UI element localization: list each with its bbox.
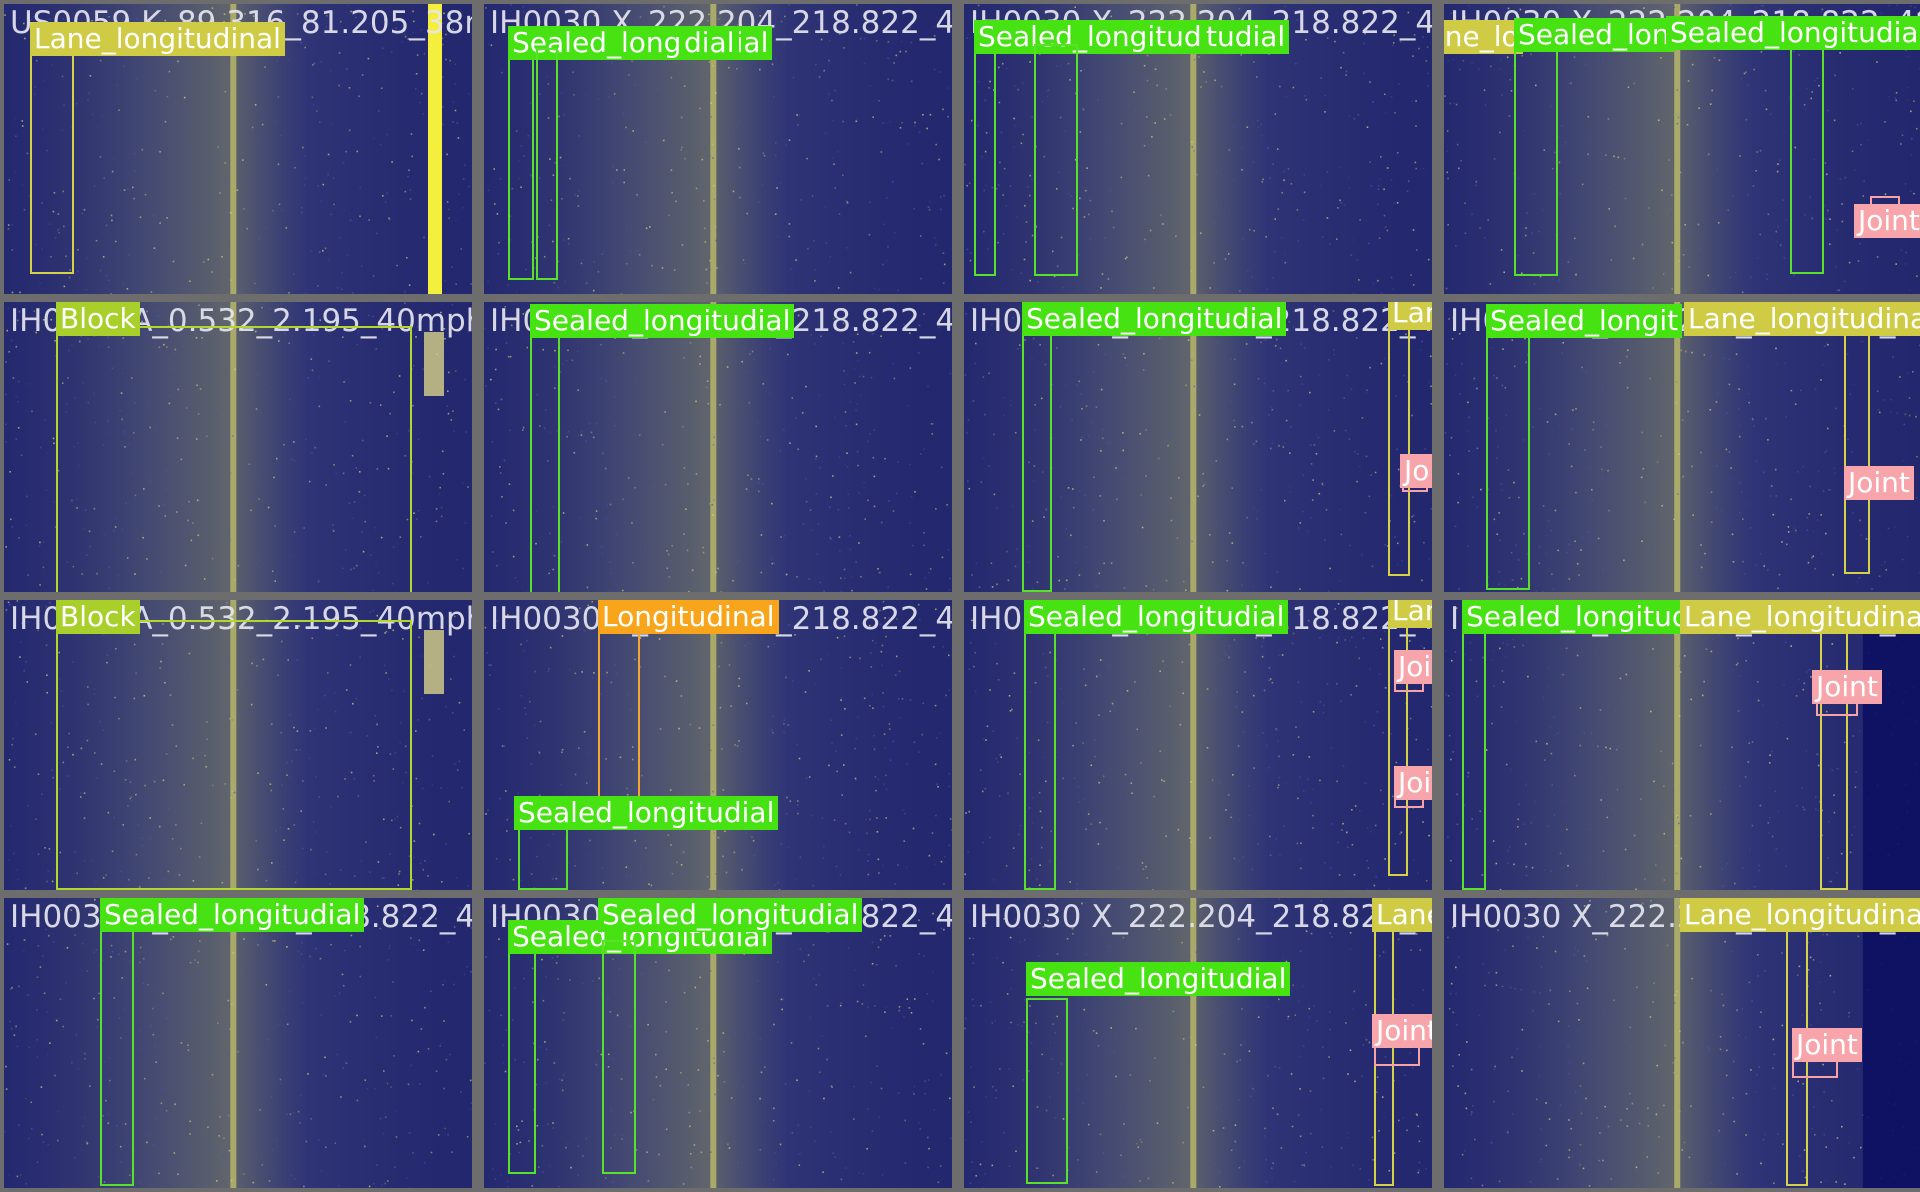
detection-box (30, 44, 74, 274)
detection-box (100, 918, 134, 1186)
detection-label: Block (56, 600, 140, 634)
detection-box (1844, 312, 1870, 574)
detection-box (56, 326, 412, 592)
detection-box (508, 940, 536, 1174)
pavement-scan (964, 898, 1432, 1188)
detection-box (536, 48, 558, 280)
detection-label: Sealed_longitudial (530, 304, 795, 338)
detection-label: Block (56, 302, 140, 336)
detection-box (1514, 44, 1558, 276)
mosaic-tile: IH0030 X_222.204_218.822_48mphSealed_lon… (1444, 302, 1920, 592)
mosaic-tile: IH0030 X_222.204_218.822_48mphSealed_lon… (4, 898, 472, 1188)
detection-label: Lane_lo (1388, 302, 1432, 330)
pavement-scan (4, 898, 472, 1188)
mosaic-tile: IH0030 X_222.204_218.822_48mphSealed_lon… (964, 898, 1432, 1188)
detection-label: Joint (1400, 454, 1432, 488)
detection-label: Sealed_longitudial (598, 898, 863, 932)
mosaic-tile: IH0030 X_222.204_218.822_48mphSealed_lon… (1444, 600, 1920, 890)
detection-box (1462, 620, 1486, 890)
detection-label: Joint (1812, 670, 1882, 704)
pavement-scan (964, 600, 1432, 890)
mosaic-tile: IH0030 X_222.204_218.822_48mphSealed_lon… (484, 898, 952, 1188)
detection-label: Lane_longitudinal (1680, 600, 1920, 634)
detection-label: Sealed_longitudial (974, 20, 1239, 54)
detection-box (1388, 600, 1408, 876)
detection-box (602, 940, 636, 1174)
detection-box (1388, 302, 1410, 576)
mosaic-tile: US0059 K_89.316_81.205_38mph_PR0132_0279… (4, 4, 472, 294)
detection-label: Joint (1394, 650, 1432, 684)
detection-box (530, 326, 560, 592)
detection-box (56, 620, 412, 890)
detection-label: Lane (1388, 600, 1432, 628)
detection-box (508, 48, 534, 280)
detection-box (1034, 44, 1078, 276)
detection-label: Lane_longitudinal (1680, 898, 1920, 932)
detection-label: Lane_longitudinal (30, 22, 285, 56)
mosaic-tile: IH0030 X_222.204_218.822_48mphLane_longi… (1444, 898, 1920, 1188)
detection-label: Sealed_longitudial (1026, 962, 1291, 996)
detection-box (1820, 620, 1848, 890)
detection-box (1486, 312, 1530, 590)
detection-label: Sealed_longitudial (1666, 16, 1920, 50)
detection-label: Sealed_longit (1486, 304, 1683, 338)
mosaic-tile: IH0030 X_222.204_218.822_48mphLane_loSea… (1444, 4, 1920, 294)
detection-label: Joint (1792, 1028, 1862, 1062)
detection-box (1026, 998, 1068, 1184)
pavement-scan (4, 600, 472, 890)
mosaic-tile: IH0030 X_222.204_218.822_48mphLongitudin… (484, 600, 952, 890)
pavement-scan (4, 302, 472, 592)
detection-box (1790, 44, 1824, 274)
detection-label: Longitudinal (598, 600, 779, 634)
detection-label: Joint (1372, 1014, 1432, 1048)
detection-label: Joint (1394, 766, 1432, 800)
pavement-scan (1444, 302, 1920, 592)
detection-label: Sealed_longitudial (1024, 600, 1289, 634)
mosaic-tile: IH0030 X_222.204_218.822_48mphSealed_lon… (484, 4, 952, 294)
detection-label: Sealed_longitudial (514, 796, 779, 830)
detection-label: tudial (1202, 20, 1290, 54)
detection-box (974, 44, 996, 276)
detection-box (1024, 620, 1056, 890)
detection-label: Sealed_longitudial (1022, 302, 1287, 336)
detection-label: Lane_lo (1444, 20, 1523, 54)
detection-label: Lane_longitudinal (1372, 898, 1432, 932)
pavement-scan (1444, 600, 1920, 890)
mosaic-tile: IH0030 X_222.204_218.822_48mphSealed_lon… (964, 4, 1432, 294)
pavement-scan (484, 302, 952, 592)
mosaic-tile: IH0030 X_222.204_218.822_48mphSealed_lon… (964, 600, 1432, 890)
mosaic-tile: IH0030 X_222.204_218.822_48mphSealed_lon… (484, 302, 952, 592)
detection-label: Joint (1854, 204, 1920, 238)
detection-box (518, 820, 568, 890)
pavement-scan (964, 302, 1432, 592)
mosaic-tile: IH0030 X_222.204_218.822_48mphSealed_lon… (964, 302, 1432, 592)
mosaic-tile: IH0565 A_0.532_2.195_40mph_PRBlock (4, 600, 472, 890)
detection-box (1022, 322, 1052, 592)
detection-label: dial (680, 26, 739, 60)
detection-label: Sealed_lon (1514, 18, 1674, 52)
mosaic-tile: IH0565 A_0.532_2.195_40mph_PRBlock (4, 302, 472, 592)
detection-label: Sealed_longitudial (100, 898, 365, 932)
detection-label: Sealed_longitud (1462, 600, 1694, 634)
detection-label: Joint (1844, 466, 1914, 500)
detection-label: Lane_longitudinal (1684, 302, 1920, 336)
pavement-scan (1444, 4, 1920, 294)
